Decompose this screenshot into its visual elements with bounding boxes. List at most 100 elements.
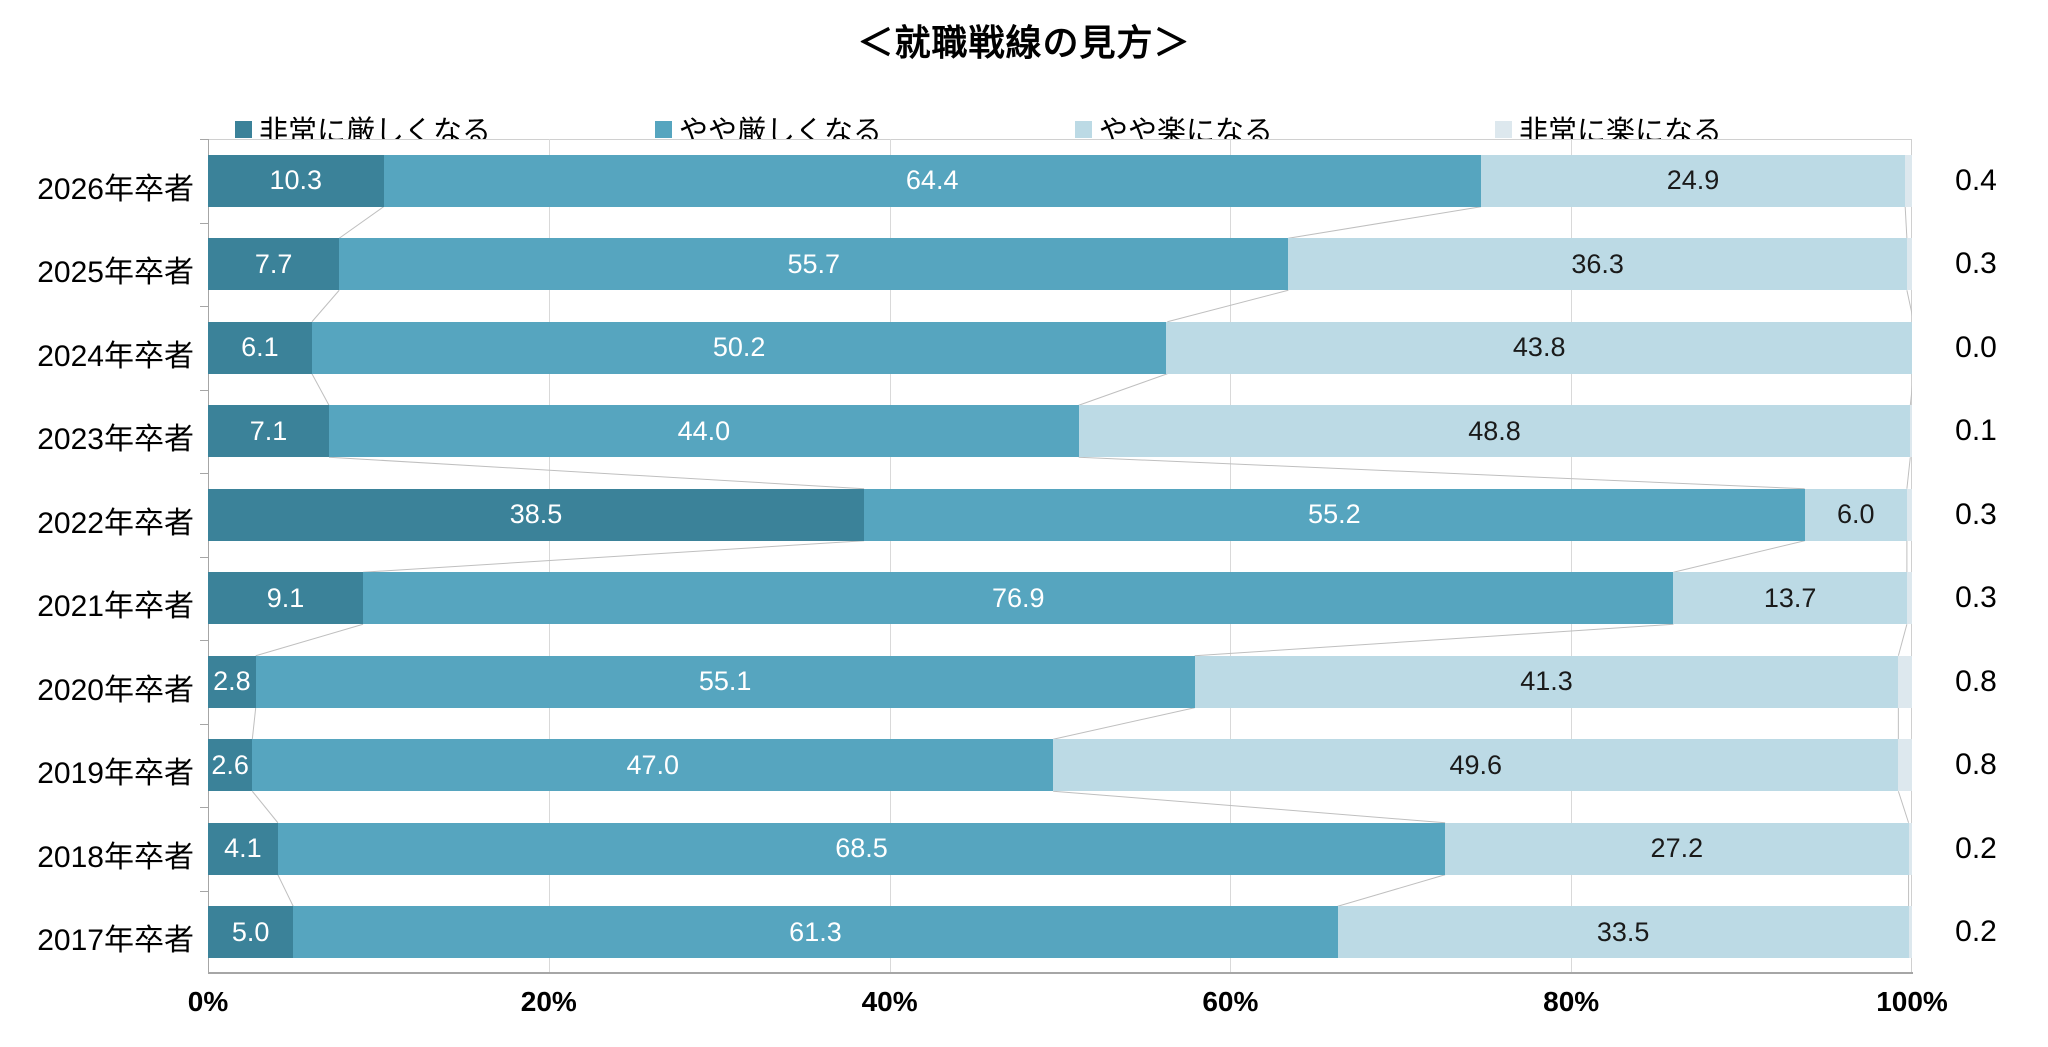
series-4-value-label: 0.1 [1955, 414, 1997, 448]
bar-segment-series-3[interactable]: 49.6 [1053, 739, 1899, 792]
bar-segment-series-2[interactable]: 55.7 [339, 238, 1289, 291]
bar-segment-series-3[interactable]: 33.5 [1337, 906, 1909, 959]
legend-swatch-icon [655, 120, 672, 138]
y-axis-tick [200, 389, 208, 391]
series-4-value-label: 0.8 [1955, 748, 1997, 782]
bar-row[interactable]: 4.1 68.5 27.2 [208, 822, 1912, 875]
x-axis-tick-label: 80% [1543, 986, 1600, 1017]
bar-segment-series-2[interactable]: 55.2 [864, 488, 1805, 541]
bar-segment-series-2[interactable]: 61.3 [293, 906, 1338, 959]
bar-segment-series-3[interactable]: 48.8 [1078, 405, 1911, 458]
bar-segment-series-3[interactable]: 27.2 [1445, 822, 1909, 875]
bar-segment-series-4[interactable] [1898, 655, 1912, 708]
bar-value-label: 36.3 [1571, 248, 1624, 279]
series-4-value-label: 0.3 [1955, 497, 1997, 531]
x-axis-tick-label: 60% [1202, 986, 1259, 1017]
bar-segment-series-3[interactable]: 6.0 [1804, 488, 1907, 541]
bar-value-label: 47.0 [626, 749, 680, 780]
bar-segment-series-2[interactable]: 76.9 [363, 572, 1674, 625]
bar-rows: 10.3 64.4 24.9 7.7 55.7 36.3 6.1 50.2 43.8 7.1 44.… [200, 139, 1912, 974]
bar-value-label: 4.1 [224, 833, 262, 864]
bar-row[interactable]: 7.7 55.7 36.3 [208, 238, 1912, 291]
bar-segment-series-1[interactable]: 6.1 [208, 321, 312, 374]
bar-row[interactable]: 6.1 50.2 43.8 [208, 321, 1912, 374]
bar-segment-series-2[interactable]: 50.2 [311, 321, 1167, 374]
bar-value-label: 76.9 [991, 582, 1045, 613]
bar-segment-series-1[interactable]: 4.1 [208, 822, 278, 875]
series-4-value-label: 0.4 [1955, 163, 1997, 197]
bar-segment-series-4[interactable] [1906, 238, 1912, 291]
bar-value-label: 55.1 [698, 666, 752, 697]
bar-value-label: 33.5 [1596, 916, 1650, 947]
y-axis-tick [200, 640, 208, 641]
bar-segment-series-4[interactable] [1910, 405, 1912, 458]
bar-segment-series-2[interactable]: 68.5 [277, 822, 1446, 875]
x-axis-tick-label: 100% [1876, 986, 1948, 1017]
bar-segment-series-2[interactable]: 47.0 [252, 739, 1054, 792]
bar-segment-series-1[interactable]: 10.3 [208, 154, 384, 207]
bar-value-label: 43.8 [1512, 332, 1566, 363]
bar-segment-series-2[interactable]: 55.1 [255, 655, 1195, 708]
bar-row[interactable]: 10.3 64.4 24.9 [208, 154, 1912, 207]
y-axis-line [208, 139, 209, 974]
bar-row[interactable]: 2.8 55.1 41.3 [208, 655, 1912, 708]
y-axis-category-label: 2024年卒者 [37, 339, 194, 373]
bar-value-label: 55.2 [1308, 499, 1361, 530]
bar-value-label: 68.5 [835, 833, 888, 864]
bar-row[interactable]: 5.0 61.3 33.5 [208, 906, 1912, 959]
chart-title: ＜就職戦線の見方＞ [857, 22, 1191, 63]
bar-value-label: 38.5 [509, 499, 563, 530]
bar-segment-series-1[interactable]: 7.7 [208, 238, 340, 291]
bar-segment-series-4[interactable] [1906, 572, 1912, 625]
bar-value-label: 48.8 [1468, 415, 1521, 446]
bar-value-label: 55.7 [787, 248, 841, 279]
bar-segment-series-3[interactable]: 43.8 [1166, 321, 1912, 374]
series-4-value-label: 0.3 [1955, 247, 1997, 281]
bar-segment-series-1[interactable]: 2.8 [208, 655, 256, 708]
bar-segment-series-1[interactable]: 7.1 [208, 405, 329, 458]
x-axis-tick-label: 40% [861, 986, 918, 1017]
bar-segment-series-1[interactable]: 2.6 [208, 739, 253, 792]
bar-value-label: 2.8 [213, 666, 251, 697]
bar-value-label: 24.9 [1666, 165, 1720, 196]
bar-row[interactable]: 2.6 47.0 49.6 [208, 739, 1912, 792]
bar-value-label: 50.2 [712, 332, 766, 363]
legend-swatch-icon [1075, 120, 1092, 138]
bar-row[interactable]: 7.1 44.0 48.8 [208, 405, 1912, 458]
series-4-value-label: 0.3 [1955, 581, 1997, 615]
bar-segment-series-4[interactable] [1908, 906, 1912, 959]
bar-value-label: 49.6 [1449, 749, 1503, 780]
bar-row[interactable]: 9.1 76.9 13.7 [208, 572, 1912, 625]
bar-segment-series-4[interactable] [1905, 154, 1912, 207]
y-axis-tick [200, 139, 208, 140]
bar-segment-series-3[interactable]: 41.3 [1194, 655, 1899, 708]
bar-segment-series-3[interactable]: 13.7 [1673, 572, 1907, 625]
gridline [1230, 139, 1232, 974]
y-axis-tick [200, 807, 208, 808]
bar-value-label: 27.2 [1650, 833, 1704, 864]
y-axis-category-label: 2020年卒者 [37, 673, 194, 707]
bar-segment-series-4[interactable] [1908, 822, 1912, 875]
y-axis-tick [200, 890, 208, 892]
bar-row[interactable]: 38.5 55.2 6.0 [208, 488, 1912, 541]
y-axis-category-label: 2021年卒者 [37, 590, 194, 624]
bar-segment-series-4[interactable] [1898, 739, 1912, 792]
bar-value-label: 9.1 [266, 582, 305, 613]
bar-segment-series-1[interactable]: 9.1 [208, 572, 364, 625]
x-axis-line [208, 972, 1913, 974]
series-4-value-label: 0.0 [1955, 330, 1997, 364]
bar-segment-series-1[interactable]: 5.0 [208, 906, 294, 959]
bar-segment-series-1[interactable]: 38.5 [208, 488, 865, 541]
bar-segment-series-2[interactable]: 44.0 [328, 405, 1079, 458]
bar-segment-series-3[interactable]: 36.3 [1288, 238, 1907, 291]
y-axis-tick [200, 306, 208, 307]
bar-segment-series-4[interactable] [1906, 488, 1912, 541]
bar-segment-series-2[interactable]: 64.4 [383, 154, 1481, 207]
bar-value-label: 10.3 [269, 165, 323, 196]
bar-value-label: 7.1 [249, 415, 288, 446]
x-axis-tick-label: 20% [520, 986, 577, 1017]
y-axis-category-label: 2023年卒者 [37, 423, 194, 457]
bar-value-label: 7.7 [254, 248, 293, 279]
bar-segment-series-3[interactable]: 24.9 [1480, 154, 1906, 207]
series-4-value-label: 0.2 [1955, 831, 1997, 865]
